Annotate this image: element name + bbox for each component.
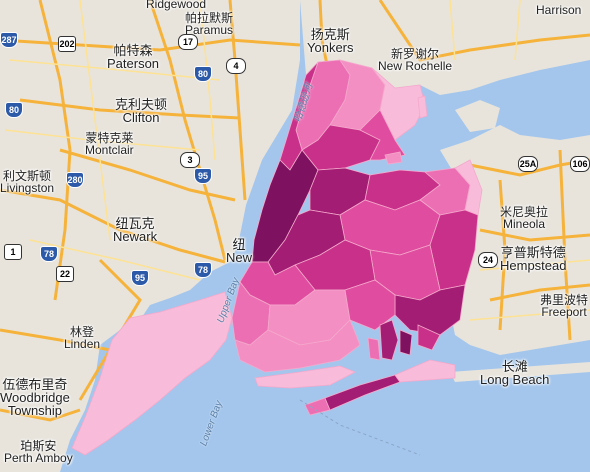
label-long-beach: 长滩 Long Beach bbox=[480, 360, 549, 386]
label-paterson: 帕特森 Paterson bbox=[107, 44, 159, 70]
place-name-en: Long Beach bbox=[480, 372, 550, 387]
place-name-en: Paramus bbox=[185, 23, 234, 37]
label-yonkers: 扬克斯 Yonkers bbox=[307, 28, 354, 54]
label-harrison: Harrison bbox=[536, 4, 581, 16]
shield-3: 3 bbox=[180, 152, 200, 168]
place-name-zh: 长滩 bbox=[501, 359, 528, 374]
shield-i95-north: 95 bbox=[194, 168, 212, 184]
place-name-en: Montclair bbox=[85, 143, 134, 157]
place-name-zh: 亨普斯特德 bbox=[500, 245, 566, 260]
place-name-en: Livingston bbox=[0, 181, 55, 195]
region-queens-jfk[interactable] bbox=[394, 284, 466, 336]
shield-us202: 202 bbox=[58, 36, 76, 52]
place-name-en: Clifton bbox=[122, 110, 160, 125]
region-jamaica-bay-south[interactable] bbox=[367, 337, 381, 361]
place-name-zh: 新罗谢尔 bbox=[391, 47, 440, 61]
place-name-zh: 扬克斯 bbox=[310, 27, 350, 42]
shield-i80-east: 80 bbox=[194, 66, 212, 82]
label-montclair: 蒙特克莱 Montclair bbox=[85, 132, 134, 156]
place-name-en: Newark bbox=[113, 229, 158, 244]
place-name-zh: 帕拉默斯 bbox=[185, 11, 234, 25]
region-bronx-east[interactable] bbox=[371, 67, 426, 141]
label-new-rochelle: 新罗谢尔 New Rochelle bbox=[378, 48, 452, 72]
shield-i287: 287 bbox=[0, 32, 18, 48]
region-brooklyn-south[interactable] bbox=[234, 319, 361, 373]
place-name-en: Freeport bbox=[541, 305, 587, 319]
region-coney-island[interactable] bbox=[254, 365, 356, 389]
place-name-en: Yonkers bbox=[307, 40, 354, 55]
label-hempstead: 亨普斯特德 Hempstead bbox=[500, 246, 566, 272]
region-rockaway-east[interactable] bbox=[394, 359, 456, 383]
region-jamaica-bay-island[interactable] bbox=[379, 319, 399, 361]
place-name-zh: 利文斯顿 bbox=[3, 169, 52, 183]
place-name-en: Linden bbox=[64, 337, 101, 351]
place-name-en: Ridgewood bbox=[146, 0, 207, 11]
place-name-en: Woodbridge bbox=[0, 390, 70, 405]
shield-i95-south: 95 bbox=[131, 270, 149, 286]
place-name-en: Mineola bbox=[502, 217, 546, 231]
place-name-en: Harrison bbox=[536, 3, 582, 17]
place-name-en: New Rochelle bbox=[378, 59, 453, 73]
local-roads bbox=[4, 0, 590, 321]
region-staten-island[interactable] bbox=[71, 291, 233, 456]
region-howard-beach[interactable] bbox=[417, 324, 441, 351]
shield-25a: 25A bbox=[518, 156, 538, 172]
label-linden: 林登 Linden bbox=[64, 326, 100, 350]
label-newark: 纽瓦克 Newark bbox=[113, 217, 157, 243]
shield-us22: 22 bbox=[56, 266, 74, 282]
place-name-zh: 克利夫顿 bbox=[115, 97, 168, 112]
region-broad-channel[interactable] bbox=[399, 329, 413, 356]
shield-us1: 1 bbox=[4, 244, 22, 260]
label-mineola: 米尼奥拉 Mineola bbox=[500, 206, 548, 230]
place-name-en: Hempstead bbox=[500, 258, 567, 273]
label-perth-amboy: 珀斯安 Perth Amboy bbox=[4, 440, 73, 464]
label-freeport: 弗里波特 Freeport bbox=[540, 294, 588, 318]
place-name-zh: 纽 bbox=[232, 237, 246, 252]
maritime-boundary bbox=[299, 399, 421, 456]
land-long-beach bbox=[450, 362, 590, 382]
label-livingston: 利文斯顿 Livingston bbox=[0, 170, 54, 194]
shield-24: 24 bbox=[478, 252, 498, 268]
region-city-island[interactable] bbox=[417, 95, 428, 119]
shield-106: 106 bbox=[570, 156, 590, 172]
shield-i280: 280 bbox=[66, 172, 84, 188]
place-name-zh: 珀斯安 bbox=[20, 439, 57, 453]
place-name-zh: 纽瓦克 bbox=[115, 216, 155, 231]
place-name-zh: 弗里波特 bbox=[540, 293, 589, 307]
region-rikers-island[interactable] bbox=[384, 151, 403, 165]
label-ridgewood: Ridgewood bbox=[146, 0, 206, 10]
place-name-zh: 米尼奥拉 bbox=[500, 205, 549, 219]
place-name-zh: 伍德布里奇 bbox=[2, 377, 68, 392]
place-name-en: Paterson bbox=[107, 56, 160, 71]
place-name-zh: 蒙特克莱 bbox=[85, 131, 134, 145]
label-clifton: 克利夫顿 Clifton bbox=[115, 98, 167, 124]
label-new-york: 纽 New bbox=[226, 238, 252, 264]
shield-i80-west: 80 bbox=[5, 102, 23, 118]
place-name-en: Township bbox=[7, 403, 63, 418]
shield-i78-east: 78 bbox=[194, 262, 212, 278]
place-name-zh: 林登 bbox=[70, 325, 95, 339]
shield-17: 17 bbox=[178, 34, 198, 50]
place-name-en: New bbox=[226, 250, 253, 265]
land-peninsula bbox=[455, 100, 500, 132]
place-name-en: Perth Amboy bbox=[4, 451, 73, 465]
shield-4: 4 bbox=[226, 58, 246, 74]
shield-i78-west: 78 bbox=[40, 246, 58, 262]
label-paramus: 帕拉默斯 Paramus bbox=[185, 12, 233, 36]
place-name-zh: 帕特森 bbox=[113, 43, 153, 58]
label-woodbridge: 伍德布里奇 Woodbridge Township bbox=[0, 378, 70, 417]
